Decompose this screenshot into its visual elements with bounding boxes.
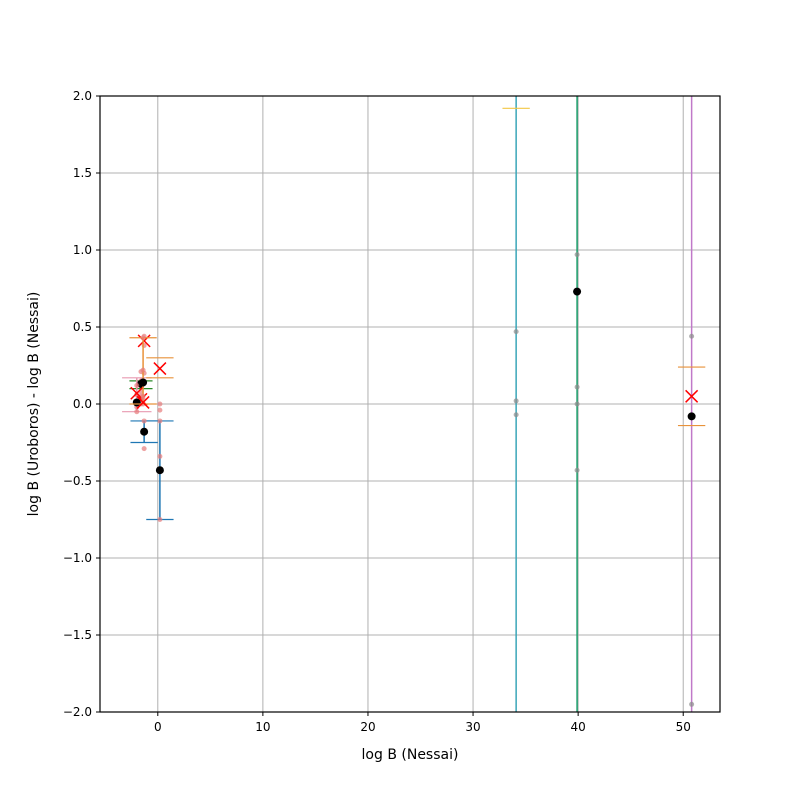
sample-point xyxy=(157,453,163,459)
sample-point xyxy=(140,367,146,373)
series-layer xyxy=(122,96,706,712)
x-axis-label: log B (Nessai) xyxy=(362,747,459,763)
x-tick-label: 30 xyxy=(465,720,480,734)
median-marker xyxy=(136,395,150,409)
median-marker xyxy=(153,362,167,376)
data-series xyxy=(122,377,152,415)
sample-point xyxy=(574,401,580,407)
sample-point xyxy=(689,333,695,339)
sample-point xyxy=(134,383,140,389)
mean-point xyxy=(139,378,148,387)
y-tick-label: −1.0 xyxy=(63,551,92,565)
y-tick-label: 2.0 xyxy=(73,89,92,103)
y-tick-label: 1.0 xyxy=(73,243,92,257)
mean-point xyxy=(687,412,696,421)
x-tick-label: 40 xyxy=(570,720,585,734)
y-tick-label: −1.5 xyxy=(63,628,92,642)
sample-point xyxy=(157,407,163,413)
sample-point xyxy=(574,384,580,390)
sample-point xyxy=(513,329,519,335)
data-series xyxy=(573,96,582,712)
sample-point xyxy=(157,401,163,407)
data-series xyxy=(129,335,157,409)
x-tick-label: 0 xyxy=(154,720,162,734)
data-series xyxy=(513,96,519,712)
y-tick-label: −0.5 xyxy=(63,474,92,488)
median-marker xyxy=(137,334,151,348)
y-axis-label: log B (Uroboros) - log B (Nessai) xyxy=(26,292,42,517)
sample-point xyxy=(689,701,695,707)
mean-point xyxy=(573,287,582,296)
y-tick-label: 0.0 xyxy=(73,397,92,411)
x-axis-ticks: 0 10 20 30 40 50 xyxy=(154,712,691,734)
x-tick-label: 50 xyxy=(676,720,691,734)
sample-point xyxy=(574,252,580,258)
sample-point xyxy=(140,335,146,341)
median-marker xyxy=(685,389,699,403)
data-series xyxy=(685,96,699,712)
sample-point xyxy=(513,412,519,418)
y-tick-label: −2.0 xyxy=(63,705,92,719)
sample-point xyxy=(157,517,163,522)
mean-point xyxy=(140,427,149,436)
x-tick-label: 20 xyxy=(360,720,375,734)
sample-point xyxy=(141,418,147,424)
y-tick-label: 0.5 xyxy=(73,320,92,334)
median-marker xyxy=(130,386,144,400)
data-series xyxy=(146,362,174,522)
sample-point xyxy=(574,467,580,473)
sample-point xyxy=(157,418,163,424)
y-tick-label: 1.5 xyxy=(73,166,92,180)
sample-point xyxy=(134,409,140,415)
sample-point xyxy=(513,398,519,404)
y-axis-ticks: −2.0 −1.5 −1.0 −0.5 0.0 0.5 1.0 1.5 2.0 xyxy=(63,89,100,719)
x-tick-label: 10 xyxy=(255,720,270,734)
sample-point xyxy=(141,446,147,452)
mean-point xyxy=(155,466,164,475)
